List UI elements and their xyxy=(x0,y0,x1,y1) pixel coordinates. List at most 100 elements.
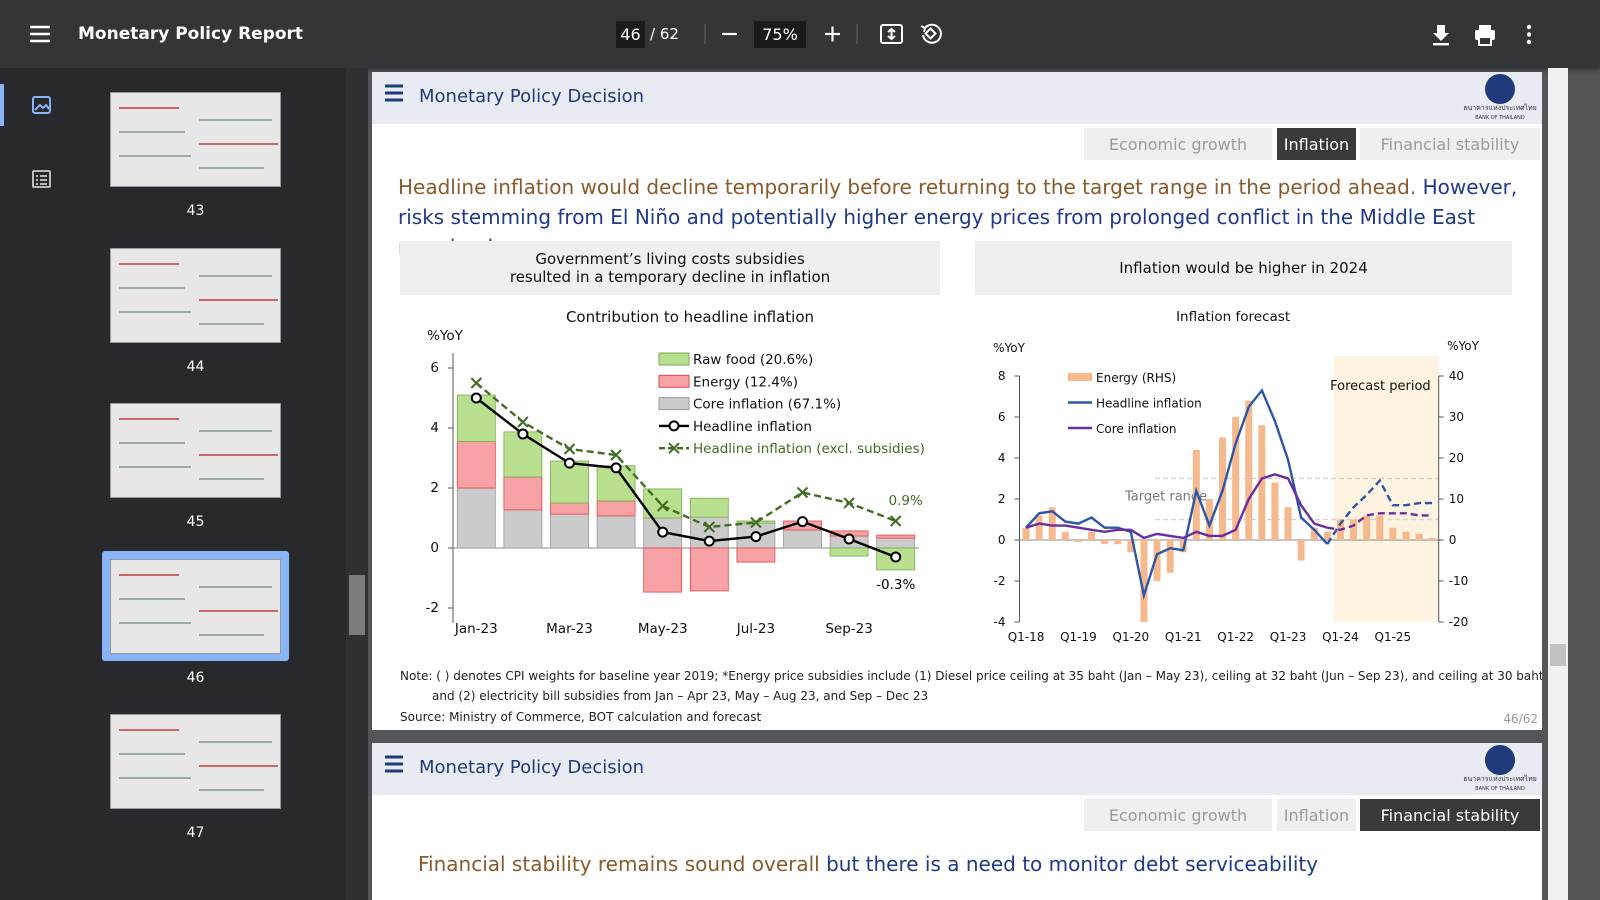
zoom-in[interactable] xyxy=(825,26,840,42)
bar xyxy=(1127,540,1135,553)
bar xyxy=(1048,507,1056,540)
scroll-thumb[interactable] xyxy=(349,575,365,635)
panel-title-line: Government’s living costs subsidies xyxy=(535,250,805,268)
thumbnail-label: 43 xyxy=(186,203,205,219)
logo-text: ธนาคารแห่งประเทศไทย xyxy=(1463,774,1537,783)
bar xyxy=(1114,540,1122,545)
line xyxy=(1326,478,1433,545)
thumb-line xyxy=(199,322,264,325)
bar xyxy=(550,502,589,515)
bar xyxy=(1140,540,1148,622)
bar xyxy=(1323,531,1331,540)
rotate[interactable] xyxy=(920,23,942,44)
marker xyxy=(470,377,483,389)
fit-page[interactable] xyxy=(880,24,903,44)
y-tick-label: -2 xyxy=(994,574,1006,588)
thumbnail[interactable] xyxy=(110,92,281,187)
bar xyxy=(1402,531,1410,540)
header-icons: ธนาคารแห่งประเทศไทย BANK OF THAILAND xyxy=(385,745,1537,792)
thumb-line xyxy=(199,454,278,456)
thumb-line xyxy=(119,107,179,109)
thumbnail[interactable] xyxy=(110,558,281,654)
thumbnail-label: 45 xyxy=(186,514,205,530)
bar xyxy=(1232,417,1240,540)
thumbnail-label: 44 xyxy=(186,358,205,375)
active-indicator xyxy=(0,84,4,126)
bar xyxy=(456,487,496,549)
line xyxy=(1025,473,1328,540)
thumbnail[interactable] xyxy=(110,714,281,809)
tab[interactable]: Economic growth xyxy=(1084,128,1272,160)
tab[interactable]: Inflation xyxy=(1277,128,1356,160)
download[interactable] xyxy=(1433,25,1449,46)
panel-title: Government’s living costs subsidies resul… xyxy=(400,241,940,295)
x-tick-label: Q1-24 xyxy=(1322,630,1359,644)
legend-swatch xyxy=(1068,373,1092,381)
tab[interactable]: Financial stability xyxy=(1360,128,1540,160)
forecast-shade xyxy=(1333,356,1439,622)
marker xyxy=(843,497,855,509)
marker xyxy=(610,462,622,474)
marker xyxy=(889,515,902,527)
logo xyxy=(1485,745,1515,775)
bar xyxy=(1350,519,1358,540)
print[interactable] xyxy=(1475,25,1495,46)
panel-title-line: Inflation would be higher in 2024 xyxy=(1119,259,1368,277)
y-tick-label: 4 xyxy=(430,420,439,436)
bar xyxy=(689,497,729,518)
marker xyxy=(703,535,715,547)
thumb-line xyxy=(119,155,191,157)
thumb-line xyxy=(199,298,278,301)
annotation: Forecast period xyxy=(1330,379,1431,394)
y-tick-label: 4 xyxy=(998,451,1006,465)
tab[interactable]: Financial stability xyxy=(1360,799,1540,831)
bar xyxy=(503,476,543,511)
marker xyxy=(610,449,622,461)
bar xyxy=(503,509,543,549)
bar xyxy=(876,537,916,549)
thumb-line xyxy=(119,597,185,600)
thumb-line xyxy=(119,753,185,755)
bar xyxy=(1297,540,1305,561)
legend-label: Energy (12.4%) xyxy=(693,374,798,390)
more-menu[interactable] xyxy=(1526,24,1532,45)
chart-title: Contribution to headline inflation xyxy=(566,308,814,326)
outline-button[interactable] xyxy=(32,170,51,188)
tab[interactable]: Inflation xyxy=(1277,799,1356,831)
bar xyxy=(736,547,776,563)
thumbnail[interactable] xyxy=(110,403,281,498)
page-label: 46/62 xyxy=(1503,712,1538,726)
marker xyxy=(750,516,762,529)
line xyxy=(475,397,897,559)
menu-button[interactable] xyxy=(30,25,50,43)
scroll-thumb[interactable] xyxy=(1550,644,1566,666)
pdf-page: ธนาคารแห่งประเทศไทย BANK OF THAILAND Mon… xyxy=(372,72,1542,730)
x-tick-label: May-23 xyxy=(638,621,688,637)
page-input[interactable]: 46 xyxy=(616,21,645,48)
thumbnail[interactable] xyxy=(110,247,281,343)
thumb-line xyxy=(119,729,179,731)
chart: Inflation forecast %YoY %YoY Target range Fo… xyxy=(993,309,1479,644)
document-title: Monetary Policy Report xyxy=(78,24,304,44)
marker xyxy=(656,500,669,512)
sidebar-icons xyxy=(32,96,51,188)
y-tick-label: 6 xyxy=(430,360,439,376)
tab[interactable]: Economic growth xyxy=(1084,799,1272,831)
page-header xyxy=(372,72,1542,124)
bar xyxy=(1245,400,1253,540)
page-header xyxy=(372,743,1542,795)
headline: Headline inflation would decline tempora… xyxy=(398,172,1518,262)
bar xyxy=(1088,531,1096,540)
legend-label: Headline inflation xyxy=(1096,397,1202,411)
toolbar-icons xyxy=(30,23,1532,46)
y-tick-label: 6 xyxy=(998,410,1006,424)
annotation: Target range xyxy=(1124,490,1207,505)
legend-swatch xyxy=(658,374,690,388)
source: Source: Ministry of Commerce, BOT calcul… xyxy=(400,710,762,724)
marker xyxy=(796,486,809,499)
main-scrollbar[interactable] xyxy=(1548,68,1568,900)
zoom-input[interactable]: 75% xyxy=(754,21,806,48)
thumbnails-button[interactable] xyxy=(32,96,51,114)
bar xyxy=(1389,527,1397,540)
sidebar-scrollbar[interactable] xyxy=(346,68,368,900)
